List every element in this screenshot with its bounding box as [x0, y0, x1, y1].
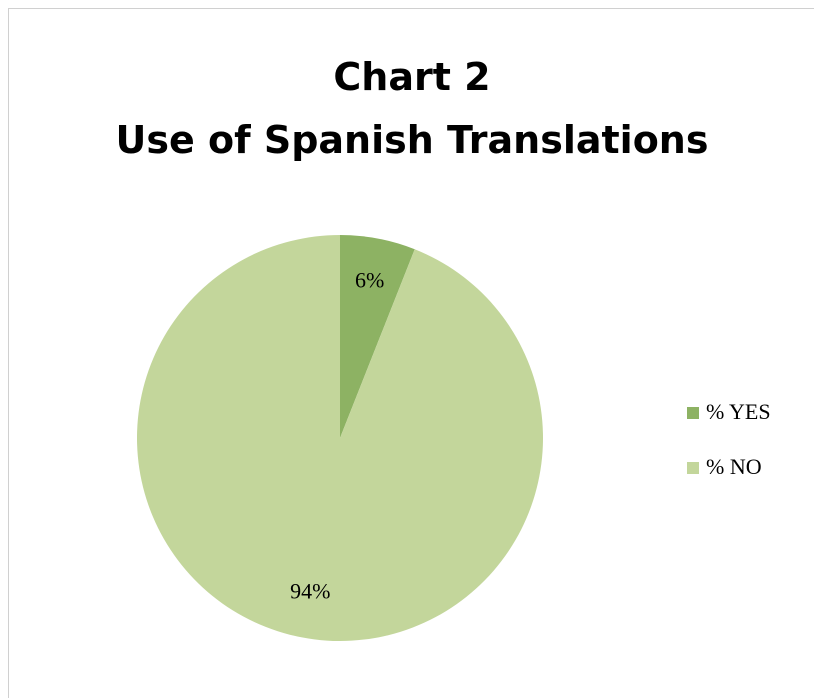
- pie-slice: [137, 235, 544, 641]
- chart-title: Use of Spanish Translations: [116, 118, 709, 162]
- chart-title: Chart 2: [333, 55, 490, 99]
- legend-label: % NO: [706, 454, 762, 479]
- data-label: 94%: [290, 579, 330, 604]
- data-label: 6%: [355, 268, 384, 293]
- legend-swatch: [687, 462, 699, 474]
- legend-swatch: [687, 407, 699, 419]
- pie-slice: [340, 235, 415, 438]
- legend-label: % YES: [706, 399, 771, 424]
